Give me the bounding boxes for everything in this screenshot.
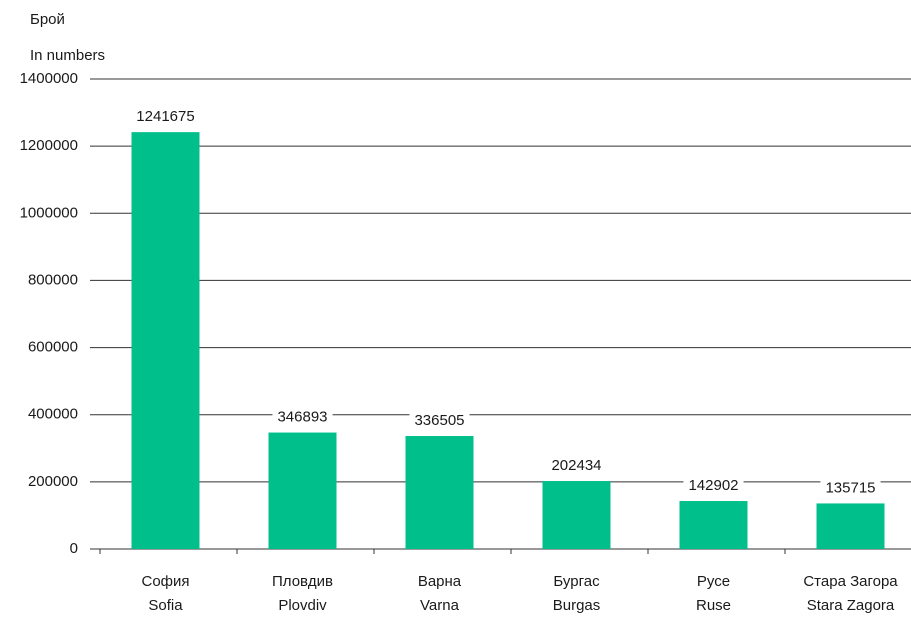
data-label-bg [546, 457, 607, 476]
y-tick-label: 200000 [28, 473, 78, 490]
x-tick-label: Пловдив [272, 573, 333, 590]
x-tick-label: Русе [697, 573, 730, 590]
data-label-bg [272, 408, 333, 427]
y-axis-label: In numbers [30, 47, 105, 64]
data-label: 142902 [688, 477, 738, 494]
bar [268, 432, 337, 549]
y-tick-label: 600000 [28, 339, 78, 356]
data-label: 1241675 [136, 108, 194, 125]
x-tick-label: Plovdiv [278, 597, 327, 614]
data-label-bg [409, 412, 470, 431]
y-tick-label: 1000000 [20, 204, 78, 221]
data-label: 135715 [825, 479, 875, 496]
data-label: 346893 [277, 409, 327, 426]
y-tick-label: 0 [70, 540, 78, 557]
y-axis-label: Брой [30, 11, 65, 28]
x-tick-label: Стара Загора [803, 573, 898, 590]
data-label-bg [131, 108, 200, 127]
data-label: 202434 [551, 457, 601, 474]
bar [679, 501, 748, 549]
data-label-bg [683, 477, 744, 496]
x-tick-label: Ruse [696, 597, 731, 614]
x-tick-label: Бургас [553, 573, 600, 590]
bar [816, 503, 885, 549]
y-tick-label: 800000 [28, 271, 78, 288]
y-tick-label: 1200000 [20, 137, 78, 154]
x-tick-label: Varna [420, 597, 460, 614]
bar [405, 436, 474, 549]
y-tick-label: 1400000 [20, 70, 78, 87]
y-tick-label: 400000 [28, 406, 78, 423]
data-label-bg [820, 479, 881, 498]
bar [542, 481, 611, 549]
x-tick-label: Sofia [148, 597, 183, 614]
data-label: 336505 [414, 412, 464, 429]
x-tick-label: Burgas [553, 597, 601, 614]
x-tick-label: Stara Zagora [807, 597, 895, 614]
x-tick-label: Варна [418, 573, 462, 590]
bar [131, 132, 200, 549]
x-tick-label: София [141, 573, 189, 590]
